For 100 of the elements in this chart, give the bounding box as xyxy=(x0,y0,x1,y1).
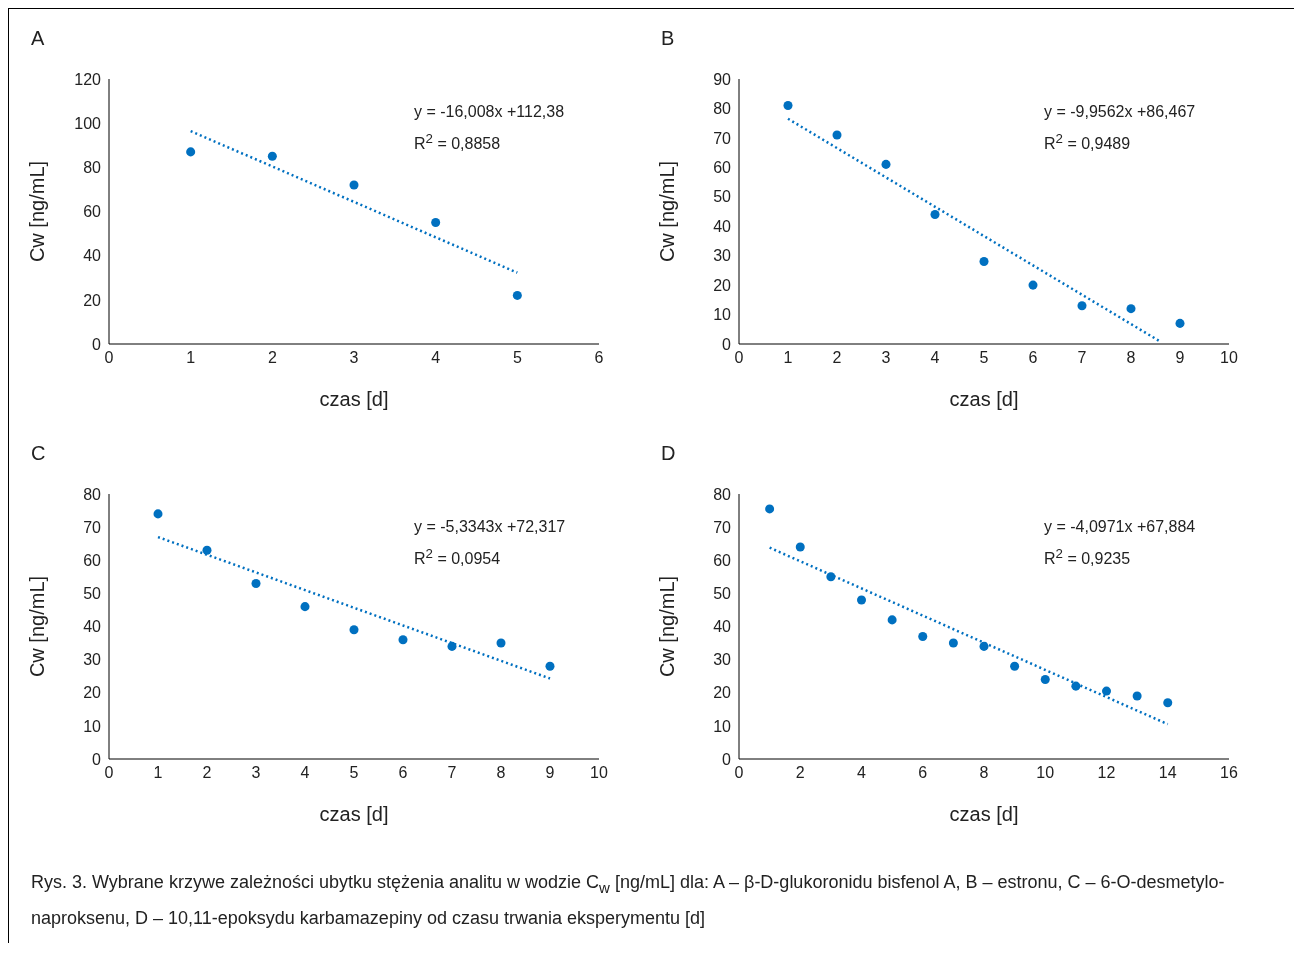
annotation: y = -16,008x +112,38 xyxy=(414,103,565,121)
x-tick-label: 7 xyxy=(447,764,457,782)
y-tick-label: 40 xyxy=(713,217,732,235)
y-tick-label: 40 xyxy=(83,618,102,636)
chart-title: A xyxy=(31,27,45,50)
y-axis-title: Cw [ng/mL] xyxy=(26,160,49,263)
x-tick-label: 2 xyxy=(267,349,277,367)
point xyxy=(881,159,891,169)
point xyxy=(1010,661,1020,671)
x-tick-label: 9 xyxy=(1175,349,1185,367)
chart-title: C xyxy=(31,442,46,465)
point xyxy=(1126,304,1136,314)
point xyxy=(512,290,522,300)
x-tick-label: 14 xyxy=(1158,764,1177,782)
x-tick-label: 2 xyxy=(202,764,212,782)
x-tick-label: 5 xyxy=(979,349,989,367)
point xyxy=(948,638,958,648)
point xyxy=(1040,674,1050,685)
y-tick-label: 70 xyxy=(713,518,732,536)
x-tick-label: 6 xyxy=(1028,349,1038,367)
point xyxy=(1101,686,1112,696)
annotation: R$^{2}$ = 0,9235 xyxy=(1044,546,1131,569)
x-tick-label: 3 xyxy=(881,349,891,367)
y-tick-label: 20 xyxy=(83,684,102,702)
annotation: R$^{2}$ = 0,8858 xyxy=(414,131,501,154)
x-tick-label: 0 xyxy=(104,349,114,367)
y-tick-label: 60 xyxy=(83,203,102,221)
y-tick-label: 30 xyxy=(83,651,102,669)
y-tick-label: 60 xyxy=(83,551,102,569)
y-tick-label: 70 xyxy=(83,518,102,536)
point xyxy=(979,641,989,651)
x-tick-label: 4 xyxy=(857,764,867,782)
x-tick-label: 6 xyxy=(398,764,408,782)
point xyxy=(447,641,457,651)
y-tick-label: 80 xyxy=(83,159,102,177)
y-tick-label: 20 xyxy=(713,684,732,702)
point xyxy=(856,595,867,605)
point xyxy=(1163,698,1173,708)
chart-title: B xyxy=(661,27,675,50)
y-tick-label: 20 xyxy=(713,276,732,294)
x-tick-label: 0 xyxy=(734,764,744,782)
point xyxy=(1028,280,1038,290)
x-tick-label: 4 xyxy=(300,764,310,782)
x-tick-label: 8 xyxy=(1126,349,1136,367)
y-tick-label: 50 xyxy=(83,585,102,603)
point xyxy=(186,147,196,157)
x-tick-label: 4 xyxy=(930,349,940,367)
y-tick-label: 10 xyxy=(83,717,102,735)
point xyxy=(918,631,928,641)
point xyxy=(832,130,842,140)
text: Rys. 3. Wybrane krzywe zależności ubytku stężenia analitu w wodzie C$_{w}$ [ng/mL] dla: A – β-D-glukoronidu bisfenol A, B – estronu, C – 6-O-desmetylo-naproksenu, D – 10,11-epoksydu karbamazepiny od czasu trwania eksperymentu [d] xyxy=(31,871,1226,930)
point xyxy=(496,638,506,648)
x-tick-label: 8 xyxy=(979,764,989,782)
x-tick-label: 2 xyxy=(795,764,805,782)
x-tick-label: 6 xyxy=(594,349,604,367)
y-tick-label: 40 xyxy=(83,247,102,265)
y-tick-label: 40 xyxy=(713,618,732,636)
y-axis-title: Cw [ng/mL] xyxy=(26,575,49,678)
y-tick-label: 0 xyxy=(722,335,732,353)
annotation: y = -5,3343x +72,317 xyxy=(414,518,566,536)
x-tick-label: 1 xyxy=(186,349,196,367)
y-tick-label: 80 xyxy=(713,100,732,118)
y-tick-label: 0 xyxy=(92,750,102,768)
x-axis-title: czas [d] xyxy=(319,388,389,410)
y-tick-label: 70 xyxy=(713,129,732,147)
point xyxy=(545,661,555,671)
y-tick-label: 100 xyxy=(74,114,102,132)
x-tick-label: 10 xyxy=(1220,349,1238,367)
y-tick-label: 60 xyxy=(713,159,732,177)
x-tick-label: 4 xyxy=(431,349,441,367)
point xyxy=(783,100,793,111)
point xyxy=(349,180,359,190)
point xyxy=(202,545,212,555)
point xyxy=(349,625,359,635)
point xyxy=(765,504,775,514)
x-tick-label: 9 xyxy=(545,764,555,782)
point xyxy=(795,542,805,552)
point xyxy=(979,257,989,267)
y-tick-label: 60 xyxy=(713,551,732,569)
x-tick-label: 10 xyxy=(590,764,608,782)
x-tick-label: 2 xyxy=(832,349,842,367)
x-tick-label: 5 xyxy=(349,764,359,782)
point xyxy=(1077,301,1087,311)
x-tick-label: 0 xyxy=(734,349,744,367)
point xyxy=(398,635,408,645)
x-tick-label: 16 xyxy=(1220,764,1238,782)
point xyxy=(153,509,163,519)
y-tick-label: 80 xyxy=(713,485,732,503)
y-tick-label: 50 xyxy=(713,188,732,206)
annotation: R$^{2}$ = 0,0954 xyxy=(414,546,501,569)
x-tick-label: 7 xyxy=(1077,349,1087,367)
y-tick-label: 90 xyxy=(713,70,732,88)
annotation: R$^{2}$ = 0,9489 xyxy=(1044,131,1131,154)
y-tick-label: 50 xyxy=(713,585,732,603)
y-tick-label: 20 xyxy=(83,291,102,309)
point xyxy=(1071,681,1081,691)
point xyxy=(431,218,441,228)
x-tick-label: 1 xyxy=(783,349,793,367)
y-tick-label: 120 xyxy=(74,70,102,88)
x-tick-label: 1 xyxy=(153,764,163,782)
